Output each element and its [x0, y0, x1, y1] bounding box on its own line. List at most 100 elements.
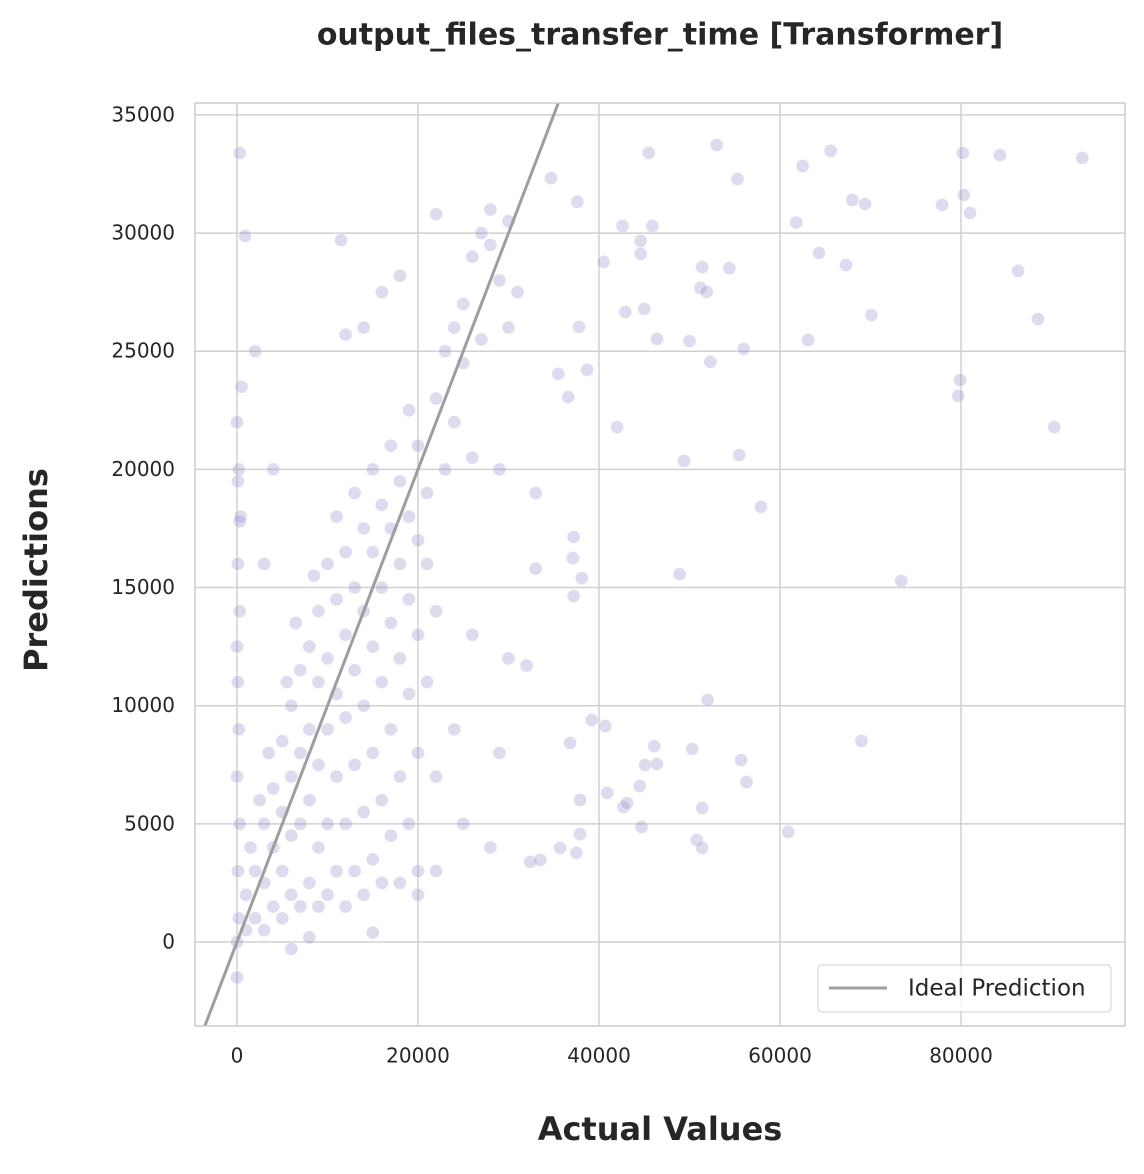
scatter-point	[801, 332, 815, 347]
y-tick-label: 25000	[111, 339, 175, 363]
y-tick-label: 35000	[111, 102, 175, 126]
scatter-point	[383, 616, 398, 630]
scatter-point	[618, 305, 633, 319]
scatter-point	[695, 260, 710, 275]
scatter-point	[307, 568, 321, 583]
scatter-point	[963, 206, 977, 220]
scatter-point	[598, 719, 613, 733]
scatter-point	[677, 453, 691, 468]
scatter-point	[329, 509, 344, 524]
scatter-point	[293, 746, 308, 760]
scatter-point	[392, 557, 407, 571]
scatter-point	[616, 800, 631, 814]
scatter-point	[574, 571, 589, 585]
scatter-point	[456, 816, 471, 831]
scatter-point	[230, 769, 244, 784]
scatter-point	[634, 820, 649, 834]
scatter-point	[501, 651, 516, 666]
scatter-point	[233, 509, 248, 524]
scatter-point	[257, 557, 272, 571]
scatter-point	[284, 828, 299, 843]
scatter-point	[647, 739, 662, 753]
scatter-point	[232, 514, 247, 529]
scatter-point	[266, 462, 281, 477]
scatter-point	[284, 942, 299, 956]
scatter-point	[338, 545, 353, 559]
scatter-point	[402, 509, 416, 524]
scatter-point	[1047, 420, 1062, 434]
x-tick-label: 80000	[929, 1044, 993, 1068]
scatter-point	[320, 557, 335, 571]
scatter-point	[528, 486, 543, 500]
scatter-point	[284, 769, 299, 784]
scatter-point	[411, 627, 425, 642]
scatter-point	[483, 238, 498, 252]
scatter-point	[474, 332, 489, 347]
scatter-point	[284, 698, 299, 713]
scatter-point	[320, 722, 335, 737]
scatter-point	[257, 923, 272, 938]
scatter-point	[438, 344, 453, 359]
scatter-point	[347, 663, 362, 678]
y-tick-label: 30000	[111, 221, 175, 245]
scatter-point	[374, 793, 389, 808]
scatter-point	[572, 319, 586, 334]
scatter-point	[839, 258, 853, 272]
scatter-point	[703, 354, 718, 369]
scatter-point	[734, 753, 748, 767]
scatter-point	[566, 589, 581, 603]
scatter-point	[955, 146, 970, 160]
y-tick-label: 10000	[111, 693, 175, 717]
scatter-point	[402, 686, 416, 701]
scatter-point	[528, 561, 543, 576]
scatter-point	[580, 363, 595, 377]
scatter-point	[302, 930, 317, 945]
scatter-point	[610, 420, 625, 434]
scatter-point	[956, 188, 971, 202]
scatter-point	[279, 675, 294, 689]
scatter-point	[230, 415, 244, 430]
scatter-point	[492, 746, 507, 760]
scatter-point	[429, 207, 443, 222]
scatter-point	[465, 450, 480, 465]
scatter-point	[638, 758, 653, 772]
scatter-point	[566, 530, 581, 544]
y-tick-label: 20000	[111, 457, 175, 481]
scatter-point	[338, 627, 353, 642]
scatter-point	[275, 734, 290, 749]
scatter-point	[447, 722, 462, 737]
scatter-point	[334, 233, 348, 248]
scatter-point	[338, 816, 353, 831]
scatter-point	[329, 864, 344, 879]
scatter-point	[230, 557, 245, 571]
scatter-point	[266, 781, 281, 796]
scatter-point	[383, 438, 398, 453]
scatter-point	[637, 302, 652, 316]
scatter-point	[347, 580, 362, 595]
scatter-point	[483, 840, 498, 855]
legend-box	[817, 964, 1112, 1013]
scatter-point	[447, 320, 462, 335]
scatter-point	[492, 462, 507, 477]
scatter-point	[812, 246, 826, 260]
scatter-point	[402, 403, 416, 418]
scatter-point	[374, 675, 389, 689]
scatter-point	[374, 497, 389, 512]
scatter-point	[693, 281, 708, 295]
scatter-point	[347, 757, 362, 772]
scatter-point	[311, 757, 326, 772]
scatter-point	[474, 226, 489, 240]
scatter-point	[243, 840, 258, 855]
scatter-point	[356, 698, 371, 713]
scatter-point	[320, 651, 335, 666]
points	[230, 138, 1090, 985]
scatter-point	[951, 388, 966, 403]
scatter-point	[383, 722, 398, 737]
scatter-point	[338, 899, 353, 914]
scatter-point	[288, 616, 303, 630]
grid	[195, 103, 1125, 1026]
x-axis-label: Actual Values	[538, 1110, 783, 1148]
scatter-point	[730, 172, 745, 186]
scatter-point	[230, 639, 244, 654]
scatter-point	[230, 864, 245, 879]
